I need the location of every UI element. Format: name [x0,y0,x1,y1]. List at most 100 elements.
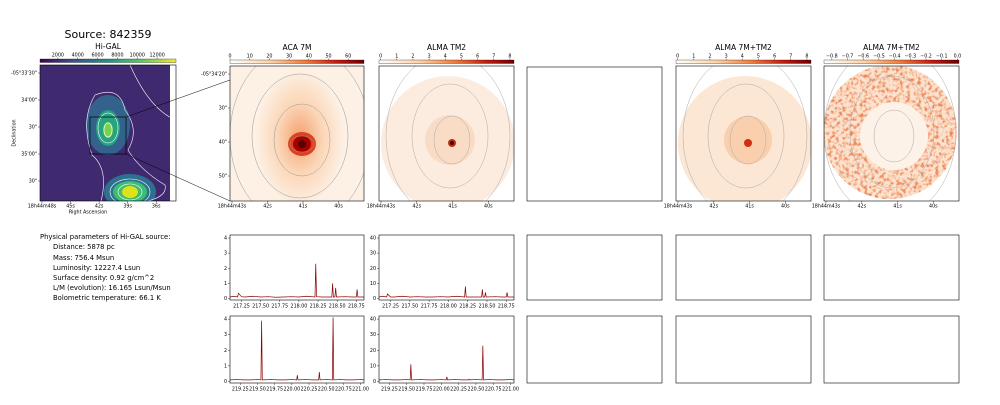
colorbar-tick-label: 5 [460,54,463,60]
colorbar [229,59,365,64]
y-tick-label: 0 [224,379,227,385]
map-frame [378,65,515,202]
param: Distance: 5878 pc [53,243,115,251]
y-tick-label: 10 [370,363,376,369]
colorbar-tick-label: −0.5 [873,54,885,60]
colorbar-tick-label: 5 [757,54,760,60]
colorbar [39,58,177,63]
colorbar-tick-label: 3 [725,54,728,60]
colorbar-tick-label: −0.2 [920,54,932,60]
param: Surface density: 0.92 g/cm^2 [53,274,154,282]
x-tick-label: 221.00 [502,387,519,393]
y-tick-label: 0 [373,296,376,302]
colorbar-tick-label: 4 [444,54,447,60]
y-tick-label: 34'00" [21,98,37,104]
x-tick-label: 220.75 [335,387,352,393]
x-tick-label: 41s [745,204,754,210]
colorbar-tick-label: 6 [773,54,776,60]
y-tick-label: 50" [219,174,227,180]
colorbar-tick-label: −0.1 [936,54,948,60]
spectrum-line [229,263,364,298]
y-tick-label: 1 [224,281,227,287]
colorbar-tick-label: −0.3 [905,54,917,60]
colorbar-tick-label: 2 [411,54,414,60]
y-tick-label: 10 [370,281,376,287]
colorbar-tick-label: 20 [266,54,272,60]
x-tick-label: 218.50 [329,304,346,310]
x-tick-label: 218.00 [440,304,457,310]
x-tick-label: 220.25 [450,387,467,393]
x-tick-label: 42s [709,204,718,210]
tm2-map [381,66,514,201]
x-tick-label: 218.75 [348,304,365,310]
empty-panel [823,315,960,384]
y-tick-label: 40 [370,236,376,242]
x-tick-label: 219.25 [381,387,398,393]
colorbar-tick-label: −0.4 [889,54,901,60]
x-tick-label: 18h44m43s [812,204,841,210]
spectrum-line [378,345,515,381]
colorbar-tick-label: 0 [228,54,231,60]
panel-title: ACA 7M [283,43,312,52]
x-tick-label: 218.50 [479,304,496,310]
y-tick-label: 35'00" [21,152,37,158]
colorbar-tick-label: 7 [789,54,792,60]
colorbar-tick-label: 3 [428,54,431,60]
x-tick-label: 219.75 [266,387,283,393]
colorbar-tick-label: −0.7 [842,54,854,60]
x-tick-label: 40s [484,204,493,210]
y-tick-label: 30 [370,332,376,338]
colorbar-tick-label: 30 [286,54,292,60]
combined-map [678,66,811,201]
x-tick-label: 217.50 [252,304,269,310]
x-tick-label: 18h44m48s [28,204,57,210]
y-tick-label: -05°33'30" [11,71,37,77]
y-tick-label: -05°34'20" [201,72,227,78]
x-tick-label: 220.00 [283,387,300,393]
x-tick-label: 40s [334,204,343,210]
x-tick-label: 219.50 [398,387,415,393]
y-tick-label: 4 [224,317,227,323]
params-heading: Physical parameters of Hi-GAL source: [40,233,171,241]
y-tick-label: 30" [29,125,37,131]
y-tick-label: 20 [370,266,376,272]
param: Luminosity: 12227.4 Lsun [53,264,140,272]
y-tick-label: 0 [224,296,227,302]
map-frame [675,65,812,202]
x-tick-label: 39s [123,204,132,210]
empty-panel [526,66,663,202]
aca-map [230,66,364,201]
y-tick-label: 30" [219,106,227,112]
x-tick-label: 217.75 [421,304,438,310]
colorbar-tick-label: 0.0 [954,54,962,60]
y-tick-label: 3 [224,251,227,257]
colorbar-tick-label: 8 [508,54,511,60]
x-tick-label: 221.00 [352,387,369,393]
plot-frame [229,234,365,301]
x-tick-label: 219.75 [416,387,433,393]
x-tick-label: 40s [929,204,938,210]
colorbar-tick-label: 10000 [130,53,145,59]
plot-frame [378,234,515,301]
y-tick-label: 4 [224,236,227,242]
x-tick-label: 42s [412,204,421,210]
y-axis-label: Declination [12,119,18,146]
colorbar-tick-label: 4000 [72,53,84,59]
zoom-line [125,153,231,202]
x-tick-label: 219.50 [249,387,266,393]
colorbar-tick-label: 60 [345,54,351,60]
y-tick-label: 40" [219,140,227,146]
x-tick-label: 42s [95,204,104,210]
x-tick-label: 41s [893,204,902,210]
x-tick-label: 41s [299,204,308,210]
y-tick-label: 1 [224,363,227,369]
x-tick-label: 36s [152,204,161,210]
colorbar-tick-label: 10 [247,54,253,60]
colorbar-tick-label: 2 [708,54,711,60]
plot-frame [229,315,365,384]
panel-title: ALMA TM2 [427,43,466,52]
colorbar [823,59,960,64]
y-tick-label: 20 [370,348,376,354]
x-tick-label: 42s [857,204,866,210]
param: Bolometric temperature: 66.1 K [53,294,161,302]
